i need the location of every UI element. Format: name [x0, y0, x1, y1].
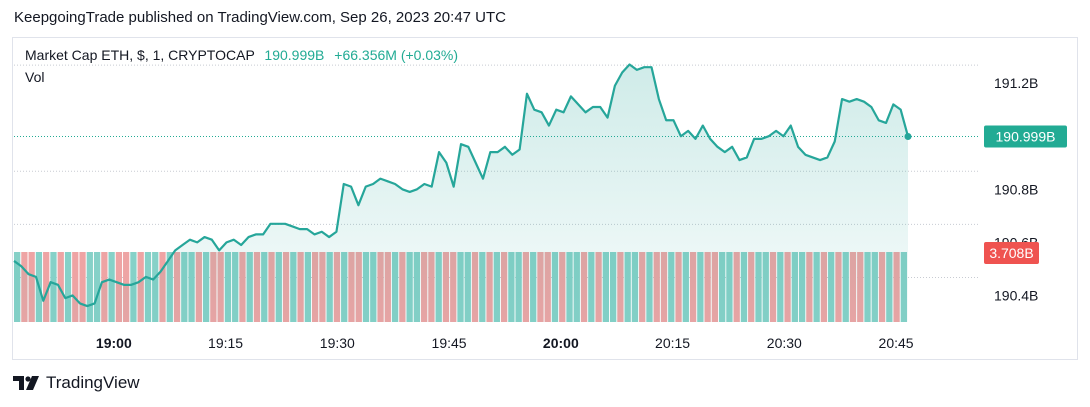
volume-bar [86, 252, 93, 322]
y-tick-label: 190.4B [994, 287, 1038, 303]
x-tick-label: 19:00 [96, 335, 132, 351]
published-line: KeepgoingTrade published on TradingView.… [14, 9, 506, 26]
x-tick-label: 19:15 [208, 335, 243, 351]
x-tick-label: 20:15 [655, 335, 690, 351]
volume-bar [64, 252, 72, 322]
x-tick-label: 19:45 [432, 335, 467, 351]
volume-bar [72, 252, 79, 322]
x-tick-label: 20:00 [543, 335, 579, 351]
last-price-dot [904, 132, 912, 140]
volume-bar [79, 252, 86, 322]
x-tick-label: 19:30 [320, 335, 355, 351]
last-value: 190.999B [264, 47, 325, 63]
badge-layer: 190.999B 3.708B [984, 125, 1067, 264]
last-price-badge [984, 125, 1067, 148]
price-area [14, 64, 908, 322]
volume-label: Vol [25, 69, 45, 85]
price-line [13, 63, 910, 308]
volume-bar [43, 252, 50, 322]
y-tick-label: 191.2B [994, 75, 1038, 91]
footer: TradingView [13, 373, 140, 393]
volume-badge-label: 3.708B [989, 245, 1033, 261]
volume-bar [93, 252, 101, 322]
volume-bar [57, 252, 64, 322]
y-tick-label: 190.8B [994, 181, 1038, 197]
last-price-badge-label: 190.999B [996, 128, 1056, 144]
x-tick-label: 20:30 [767, 335, 802, 351]
symbol-label: Market Cap ETH, $, 1, CRYPTOCAP [25, 47, 255, 63]
x-tick-label: 20:45 [879, 335, 914, 351]
change-value: +66.356M (+0.03%) [334, 47, 459, 63]
tradingview-logo-icon [13, 376, 39, 390]
axis-layer: 191.2B190.8B190.6B190.4B19:0019:1519:301… [96, 75, 1038, 351]
chart-legend: Market Cap ETH, $, 1, CRYPTOCAP 190.999B… [25, 47, 458, 63]
brand-label: TradingView [46, 373, 140, 392]
area-layer [13, 63, 912, 322]
volume-badge [984, 242, 1039, 264]
